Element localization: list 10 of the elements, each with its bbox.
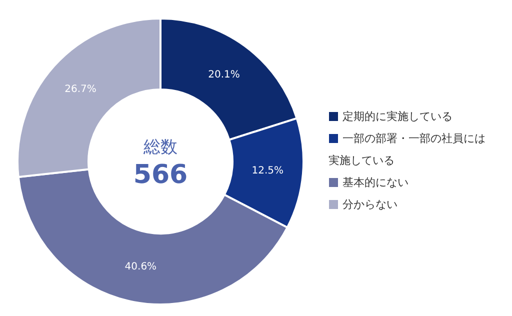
data-label: 20.1% [208,69,240,80]
text: 566 [133,160,188,190]
data-label: 26.7% [64,84,96,96]
legend-label: 一部の部署・一部の社員には実施している [328,132,486,167]
text: 総数 [142,138,178,158]
data-label: 40.6% [124,262,157,273]
data-label: 12.5% [252,165,284,176]
legend-label: 基本的にない [342,176,408,189]
legend-label: 定期的に実施している [342,110,452,123]
legend-label: 分からない [342,198,398,211]
